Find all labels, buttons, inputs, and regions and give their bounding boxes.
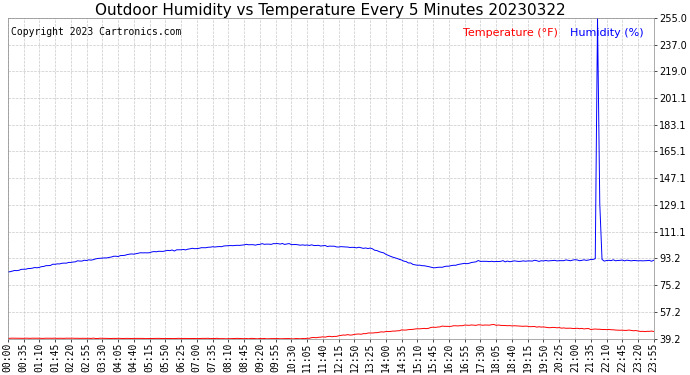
Text: Copyright 2023 Cartronics.com: Copyright 2023 Cartronics.com [11, 27, 181, 38]
Legend: Temperature (°F), Humidity (%): Temperature (°F), Humidity (%) [450, 23, 648, 42]
Title: Outdoor Humidity vs Temperature Every 5 Minutes 20230322: Outdoor Humidity vs Temperature Every 5 … [95, 3, 566, 18]
